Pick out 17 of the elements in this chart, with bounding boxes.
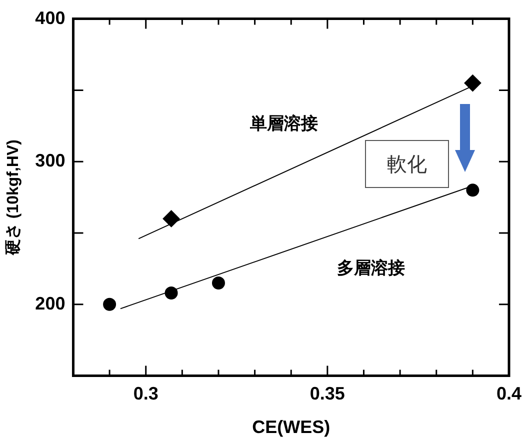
y-axis-title: 硬さ (10kgf,HV) — [5, 140, 22, 256]
x-tick-label: 0.35 — [310, 384, 345, 404]
point — [103, 298, 116, 311]
x-tick-label: 0.4 — [496, 384, 522, 404]
point — [212, 276, 225, 290]
point — [464, 74, 482, 92]
point — [164, 286, 178, 300]
x-tick-label: 0.3 — [133, 384, 158, 404]
y-tick-label: 400 — [35, 8, 66, 28]
y-tick-label: 200 — [35, 293, 66, 314]
point — [466, 184, 480, 197]
y-tick-label: 300 — [35, 150, 66, 171]
annotation: 多層溶接 — [337, 258, 406, 278]
annotation: 軟化 — [365, 140, 449, 188]
x-axis-title: CE(WES) — [252, 417, 330, 438]
point — [162, 210, 180, 228]
annotation: 単層溶接 — [248, 114, 318, 134]
